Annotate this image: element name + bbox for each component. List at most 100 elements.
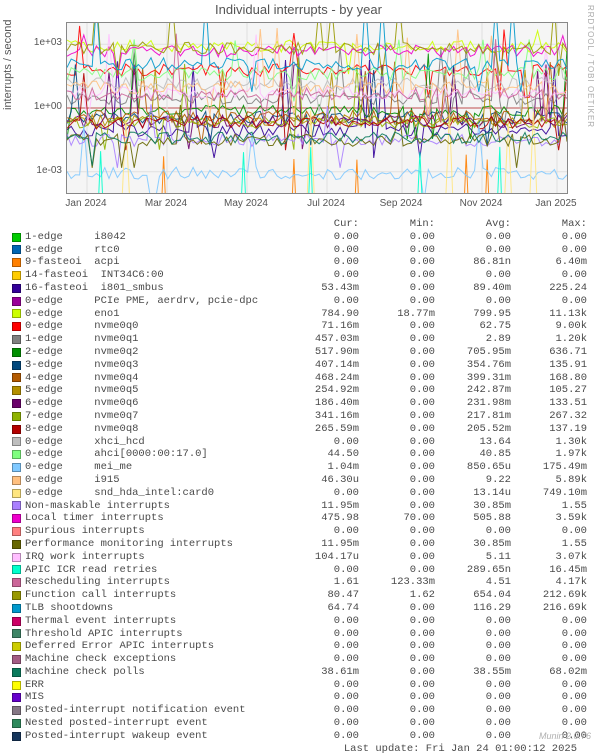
- legend-max: 0.00: [511, 704, 587, 717]
- legend-avg: 13.14u: [435, 487, 511, 500]
- legend-cur: 341.16m: [283, 410, 359, 423]
- legend-max: 0.00: [511, 691, 587, 704]
- legend-cur: 0.00: [283, 256, 359, 269]
- legend-label: IRQ work interrupts: [25, 551, 283, 564]
- legend-label: MIS: [25, 691, 283, 704]
- x-tick-label: Jul 2024: [307, 198, 345, 209]
- legend-swatch: [12, 322, 21, 331]
- legend-min: 0.00: [359, 487, 435, 500]
- legend-max: 5.89k: [511, 474, 587, 487]
- legend-cur: 0.00: [283, 653, 359, 666]
- legend-avg: 242.87m: [435, 384, 511, 397]
- legend-swatch: [12, 501, 21, 510]
- legend-cur: 457.03m: [283, 333, 359, 346]
- legend-row: 0-edge xhci_hcd0.000.0013.641.30k: [12, 436, 587, 449]
- legend-max: 216.69k: [511, 602, 587, 615]
- legend-min: 0.00: [359, 244, 435, 257]
- legend-label: Function call interrupts: [25, 589, 283, 602]
- legend-avg: 799.95: [435, 308, 511, 321]
- legend-swatch: [12, 553, 21, 562]
- legend-swatch: [12, 578, 21, 587]
- legend-cur: 0.00: [283, 679, 359, 692]
- legend-avg: 0.00: [435, 231, 511, 244]
- legend-min: 123.33m: [359, 576, 435, 589]
- legend-cur: 38.61m: [283, 666, 359, 679]
- legend-min: 0.00: [359, 423, 435, 436]
- legend-max: 1.55: [511, 538, 587, 551]
- x-tick-label: Jan 2025: [535, 198, 576, 209]
- legend-swatch: [12, 450, 21, 459]
- legend-min: 0.00: [359, 448, 435, 461]
- legend-min: 0.00: [359, 525, 435, 538]
- legend-swatch: [12, 591, 21, 600]
- legend-avg: 231.98m: [435, 397, 511, 410]
- legend-cur: 1.61: [283, 576, 359, 589]
- legend-max: 16.45m: [511, 564, 587, 577]
- legend-row: 1-edge nvme0q1457.03m0.002.891.20k: [12, 333, 587, 346]
- legend-swatch: [12, 681, 21, 690]
- legend-label: Deferred Error APIC interrupts: [25, 640, 283, 653]
- legend-row: Posted-interrupt wakeup event0.000.000.0…: [12, 730, 587, 743]
- legend-max: 267.32: [511, 410, 587, 423]
- legend-min: 0.00: [359, 231, 435, 244]
- legend-swatch: [12, 629, 21, 638]
- legend-max: 0.00: [511, 640, 587, 653]
- legend-max: 0.00: [511, 615, 587, 628]
- legend-avg: 13.64: [435, 436, 511, 449]
- legend-cur: 468.24m: [283, 372, 359, 385]
- legend-swatch: [12, 719, 21, 728]
- legend-label: 0-edge i915: [25, 474, 283, 487]
- legend-max: 3.59k: [511, 512, 587, 525]
- y-tick-label: 1e+00: [20, 101, 62, 112]
- legend-avg: 116.29: [435, 602, 511, 615]
- legend-min: 70.00: [359, 512, 435, 525]
- legend-max: 0.00: [511, 679, 587, 692]
- legend-min: 0.00: [359, 436, 435, 449]
- legend-row: 0-edge PCIe PME, aerdrv, pcie-dpc0.000.0…: [12, 295, 587, 308]
- legend-avg: 0.00: [435, 525, 511, 538]
- legend-min: 0.00: [359, 679, 435, 692]
- legend-avg: 0.00: [435, 615, 511, 628]
- legend-row: MIS0.000.000.000.00: [12, 691, 587, 704]
- legend-swatch: [12, 271, 21, 280]
- legend-swatch: [12, 437, 21, 446]
- legend-max: 0.00: [511, 628, 587, 641]
- legend-label: 8-edge nvme0q8: [25, 423, 283, 436]
- legend-min: 0.00: [359, 269, 435, 282]
- legend-avg: 5.11: [435, 551, 511, 564]
- legend-avg: 62.75: [435, 320, 511, 333]
- legend-cur: 0.00: [283, 730, 359, 743]
- legend-row: Threshold APIC interrupts0.000.000.000.0…: [12, 628, 587, 641]
- chart-plot-area: [66, 22, 568, 194]
- legend-row: 5-edge nvme0q5254.92m0.00242.87m105.27: [12, 384, 587, 397]
- chart-title: Individual interrupts - by year: [0, 2, 597, 17]
- legend-min: 0.00: [359, 615, 435, 628]
- legend-cur: 71.16m: [283, 320, 359, 333]
- legend-avg: 0.00: [435, 704, 511, 717]
- legend-min: 0.00: [359, 359, 435, 372]
- legend-row: 2-edge nvme0q2517.90m0.00705.95m636.71: [12, 346, 587, 359]
- legend-min: 0.00: [359, 346, 435, 359]
- legend-label: Threshold APIC interrupts: [25, 628, 283, 641]
- legend-swatch: [12, 540, 21, 549]
- last-update: Last update: Fri Jan 24 01:00:12 2025: [344, 743, 577, 755]
- legend-avg: 2.89: [435, 333, 511, 346]
- legend-avg: 0.00: [435, 628, 511, 641]
- legend-min: 0.00: [359, 653, 435, 666]
- legend-label: 2-edge nvme0q2: [25, 346, 283, 359]
- legend-swatch: [12, 386, 21, 395]
- legend-avg: 0.00: [435, 295, 511, 308]
- legend-cur: 0.00: [283, 640, 359, 653]
- legend-swatch: [12, 693, 21, 702]
- legend-swatch: [12, 399, 21, 408]
- legend-avg: 205.52m: [435, 423, 511, 436]
- legend-swatch: [12, 476, 21, 485]
- legend-max: 1.97k: [511, 448, 587, 461]
- legend-max: 0.00: [511, 717, 587, 730]
- legend-label: TLB shootdowns: [25, 602, 283, 615]
- legend-row: Rescheduling interrupts1.61123.33m4.514.…: [12, 576, 587, 589]
- legend-row: APIC ICR read retries0.000.00289.65n16.4…: [12, 564, 587, 577]
- legend-cur: 0.00: [283, 615, 359, 628]
- legend-min: 0.00: [359, 461, 435, 474]
- legend-min: 0.00: [359, 551, 435, 564]
